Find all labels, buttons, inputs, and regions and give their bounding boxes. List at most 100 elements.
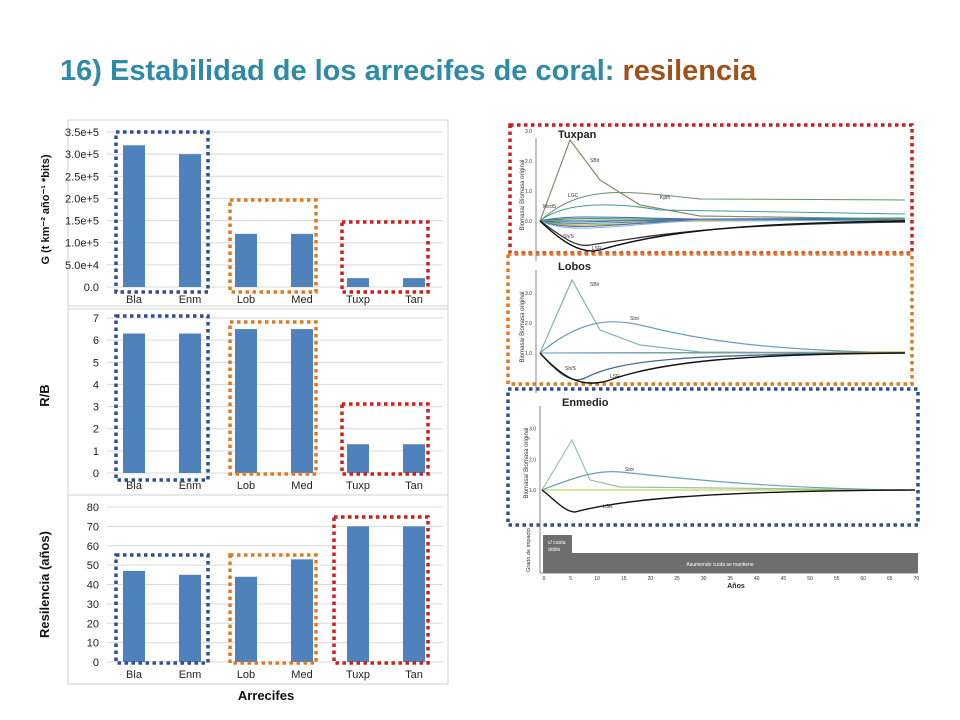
curve-sblr <box>539 138 906 222</box>
chart-frame <box>67 494 449 685</box>
x-axis-label: Arrecifes <box>238 688 294 703</box>
bar-lob <box>235 329 257 473</box>
impact-x-tick: 35 <box>727 576 733 582</box>
y-tick-label: 6 <box>93 335 99 347</box>
impact-x-tick: 25 <box>674 576 680 582</box>
curve-label: LGC <box>568 193 579 199</box>
impact-x-tick: 70 <box>914 576 920 582</box>
curve-label: LSR <box>592 246 602 252</box>
panel-title: Enmedio <box>562 397 609 409</box>
x-tick-label: Tuxp <box>346 480 370 492</box>
curve-label: LSR <box>610 374 620 380</box>
x-tick-label: Tan <box>405 480 423 492</box>
curve-shs <box>539 220 906 247</box>
panel-y-tick: 2.0 <box>525 159 532 165</box>
curve-shs <box>539 352 906 381</box>
bar-bla <box>123 333 145 473</box>
impact-x-tick: 0 <box>543 576 546 582</box>
curve-label: LSR <box>603 504 613 510</box>
x-tick-label: Tuxp <box>346 294 370 306</box>
y-tick-label: 10 <box>87 638 99 650</box>
curve-stor <box>539 321 906 354</box>
curve-label: Kpth <box>660 195 671 201</box>
panel-y-tick: 2.0 <box>525 321 532 327</box>
impact-x-tick: 20 <box>648 576 654 582</box>
group-highlight-box <box>340 220 430 294</box>
y-tick-label: 20 <box>87 618 99 630</box>
x-tick-label: Med <box>291 480 312 492</box>
group-highlight-box <box>332 515 430 665</box>
y-tick-label: 7 <box>93 313 99 325</box>
x-tick-label: Tan <box>405 294 423 306</box>
impact-y-label: Grado de impacto <box>526 528 532 572</box>
impact-annotation: Asumiendo cuota se mantiene <box>686 562 753 568</box>
impact-x-tick: 30 <box>701 576 707 582</box>
y-tick-label: 3.0e+5 <box>65 149 99 161</box>
impact-x-tick: 55 <box>834 576 840 582</box>
curve-label: SBlr <box>590 158 600 164</box>
panel-title: Lobos <box>558 261 591 273</box>
impact-x-tick: 10 <box>594 576 600 582</box>
bar-enm <box>179 154 201 287</box>
bar-lob <box>235 233 257 287</box>
curve-label: SBlr <box>590 282 600 288</box>
chart-frame <box>67 119 449 310</box>
curve-label: Sh/S <box>563 234 575 240</box>
y-tick-label: 40 <box>87 580 99 592</box>
impact-bar-low <box>572 553 918 573</box>
y-tick-label: 70 <box>87 521 99 533</box>
curve-stor <box>541 471 906 491</box>
y-tick-label: 2 <box>93 424 99 436</box>
impact-x-tick: 50 <box>807 576 813 582</box>
group-highlight-box <box>506 387 920 527</box>
y-tick-label: 80 <box>87 502 99 514</box>
title-accent: resilencia <box>622 55 757 87</box>
y-tick-label: 0.0 <box>84 282 99 294</box>
panel-y-tick: 3.0 <box>525 291 532 297</box>
panel-y-tick: 1.0 <box>525 351 532 357</box>
curve-label: Sh/S <box>565 366 577 372</box>
panel-y-tick: 1.0 <box>529 488 536 494</box>
x-tick-label: Enm <box>179 480 202 492</box>
y-tick-label: 5 <box>93 357 99 369</box>
y-tick-label: 2.5e+5 <box>65 171 99 183</box>
curve-label: Stor <box>625 467 635 473</box>
panel-y-tick: 1.0 <box>525 189 532 195</box>
bar-med <box>291 559 313 662</box>
x-tick-label: Bla <box>126 480 143 492</box>
y-axis-label: R/B <box>37 384 52 406</box>
curve-misc <box>539 218 906 226</box>
group-highlight-box <box>506 252 914 386</box>
curve-label: Stor <box>630 316 640 322</box>
impact-x-tick: 5 <box>569 576 572 582</box>
panel-y-tick: 0.0 <box>525 219 532 225</box>
y-axis-label: G (t km⁻² año⁻¹ *bits) <box>40 154 52 264</box>
curve-sblr <box>539 278 906 354</box>
bar-tan <box>403 444 425 473</box>
y-tick-label: 0 <box>93 657 99 669</box>
panel-title: Tuxpan <box>558 129 597 141</box>
curve-kpth <box>539 192 906 222</box>
group-highlight-box <box>228 320 318 476</box>
curve-misc <box>539 218 906 228</box>
panel-y-label: Biomasa/ Biomasa original <box>524 427 530 498</box>
impact-x-tick: 65 <box>887 576 893 582</box>
bar-tan <box>403 278 425 287</box>
y-tick-label: 3 <box>93 402 99 414</box>
impact-x-label: Años <box>727 583 745 590</box>
x-tick-label: Med <box>291 669 312 681</box>
impact-annotation: c/ cuota <box>548 540 566 546</box>
impact-x-tick: 40 <box>754 576 760 582</box>
impact-x-tick: 60 <box>860 576 866 582</box>
bar-enm <box>179 574 201 662</box>
y-tick-label: 1.0e+5 <box>65 238 99 250</box>
bar-bla <box>123 570 145 662</box>
curve-lsr <box>539 352 906 384</box>
x-tick-label: Med <box>291 294 312 306</box>
impact-x-tick: 45 <box>781 576 787 582</box>
bar-tuxp <box>347 444 369 473</box>
bar-bla <box>123 145 145 287</box>
y-tick-label: 1 <box>93 446 99 458</box>
panel-y-tick: 3.0 <box>529 427 536 433</box>
y-tick-label: 3.5e+5 <box>65 127 99 139</box>
